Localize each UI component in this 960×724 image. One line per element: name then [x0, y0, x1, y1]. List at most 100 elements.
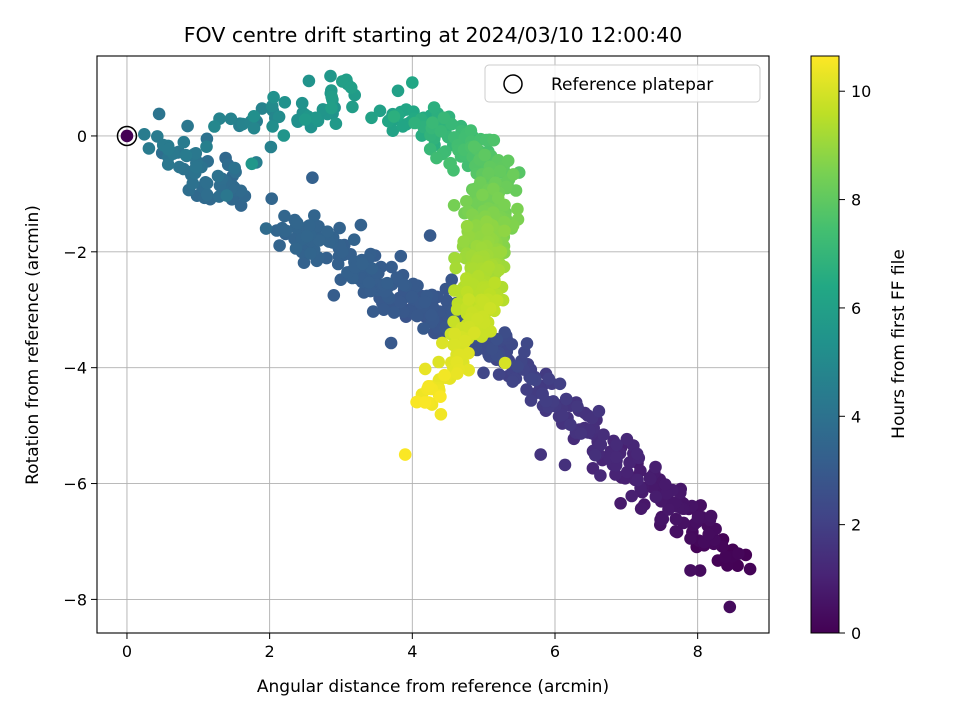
- scatter-point: [278, 96, 292, 109]
- scatter-point: [423, 229, 437, 242]
- scatter-point: [267, 90, 280, 104]
- scatter-point: [354, 218, 368, 232]
- scatter-point: [460, 195, 473, 208]
- scatter-point: [434, 408, 448, 421]
- scatter-point: [142, 142, 156, 155]
- scatter-point: [662, 503, 675, 516]
- scatter-point: [492, 368, 506, 381]
- scatter-point: [265, 192, 279, 205]
- scatter-point: [336, 245, 349, 258]
- scatter-point: [501, 154, 515, 168]
- y-tick-label: −6: [63, 475, 87, 494]
- scatter-point: [482, 260, 496, 274]
- scatter-point: [325, 101, 338, 115]
- scatter-point: [397, 305, 410, 319]
- scatter-point: [448, 284, 461, 297]
- scatter-point: [437, 111, 451, 125]
- scatter-point: [346, 100, 359, 114]
- scatter-point: [534, 448, 547, 461]
- scatter-point: [498, 356, 512, 370]
- scatter-point: [684, 532, 697, 545]
- scatter-point: [482, 167, 495, 180]
- scatter-point: [511, 360, 524, 373]
- scatter-point: [631, 473, 644, 487]
- scatter-point: [394, 295, 407, 309]
- scatter-point: [559, 392, 573, 406]
- scatter-point: [161, 158, 175, 171]
- scatter-point: [177, 135, 191, 149]
- colorbar-ticks: 0 2 4 6 8 10: [839, 82, 871, 643]
- scatter-point: [458, 334, 472, 348]
- scatter-point: [649, 490, 663, 504]
- scatter-point: [449, 252, 463, 265]
- y-tick-label: −8: [63, 590, 87, 609]
- chart-title: FOV centre drift starting at 2024/03/10 …: [184, 23, 683, 47]
- colorbar-tick-label: 10: [851, 82, 871, 101]
- scatter-point: [405, 290, 419, 304]
- scatter-point: [594, 469, 607, 482]
- scatter-point: [228, 161, 241, 175]
- colorbar-tick-label: 2: [851, 516, 861, 535]
- scatter-point: [289, 242, 303, 255]
- scatter-point: [189, 160, 203, 174]
- scatter-point: [380, 276, 394, 290]
- scatter-point: [471, 312, 484, 326]
- scatter-point: [398, 448, 412, 461]
- y-tick-label: 0: [77, 127, 87, 146]
- scatter-point: [423, 142, 437, 156]
- scatter-point: [302, 74, 316, 88]
- scatter-point: [279, 224, 293, 238]
- scatter-point: [247, 110, 261, 123]
- scatter-point: [211, 169, 225, 183]
- scatter-point: [387, 110, 401, 123]
- scatter-point: [365, 262, 379, 275]
- scatter-point: [723, 600, 737, 614]
- x-tick-label: 4: [407, 642, 417, 661]
- scatter-point: [173, 160, 186, 174]
- scatter-point: [542, 372, 556, 386]
- legend: Reference platepar: [484, 64, 761, 103]
- scatter-point: [509, 184, 523, 197]
- scatter-point: [450, 367, 464, 380]
- scatter-point: [693, 564, 707, 577]
- scatter-point: [278, 209, 291, 223]
- scatter-point: [417, 322, 430, 335]
- scatter-point: [592, 404, 606, 418]
- scatter-point: [418, 295, 432, 309]
- axes-frame: [96, 55, 770, 634]
- legend-box: [484, 64, 761, 103]
- scatter-point: [447, 199, 461, 212]
- x-tick-label: 8: [693, 642, 703, 661]
- scatter-point: [743, 562, 757, 576]
- scatter-point: [434, 125, 448, 138]
- scatter-point: [719, 550, 732, 564]
- data-points: [138, 69, 757, 614]
- scatter-point: [492, 263, 506, 277]
- scatter-point: [356, 257, 369, 271]
- scatter-point: [610, 450, 623, 464]
- scatter-point: [426, 116, 439, 129]
- scatter-point: [299, 113, 312, 126]
- scatter-point: [273, 239, 286, 252]
- scatter-point: [208, 120, 221, 133]
- scatter-point: [179, 148, 193, 162]
- scatter-point: [511, 202, 524, 216]
- scatter-point: [432, 355, 446, 369]
- scatter-point: [564, 418, 577, 432]
- scatter-point: [272, 110, 286, 124]
- scatter-point: [138, 128, 151, 141]
- y-axis-label: Rotation from reference (arcmin): [23, 205, 43, 485]
- colorbar-tick-label: 6: [851, 299, 861, 318]
- colorbar-tick-label: 0: [851, 624, 861, 643]
- scatter-point: [394, 249, 408, 263]
- scatter-point: [295, 96, 309, 110]
- scatter-point: [303, 219, 316, 232]
- scatter-point: [304, 247, 317, 260]
- y-tick-label: −4: [63, 359, 87, 378]
- scatter-point: [306, 171, 319, 184]
- scatter-point: [385, 260, 398, 274]
- scatter-point: [571, 400, 584, 413]
- scatter-point: [297, 256, 311, 270]
- scatter-point: [362, 276, 376, 289]
- scatter-point: [478, 148, 492, 162]
